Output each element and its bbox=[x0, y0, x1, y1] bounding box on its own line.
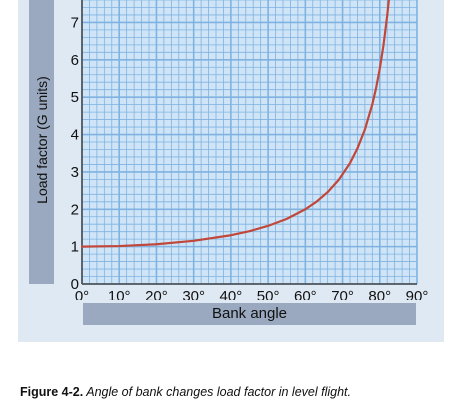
x-tick-label: 80° bbox=[368, 288, 391, 300]
y-tick-label: 2 bbox=[71, 201, 79, 218]
x-tick-label: 40° bbox=[220, 288, 243, 300]
x-tick-label: 20° bbox=[145, 288, 168, 300]
x-tick-label: 90° bbox=[406, 288, 429, 300]
figure-caption: Figure 4-2. Angle of bank changes load f… bbox=[20, 385, 351, 399]
x-axis-label: Bank angle bbox=[211, 305, 288, 322]
y-tick-label: 5 bbox=[71, 89, 79, 106]
y-tick-label: 6 bbox=[71, 52, 79, 69]
series-line-0 bbox=[80, 0, 390, 248]
x-tick-label: 70° bbox=[331, 288, 354, 300]
y-tick-label: 3 bbox=[71, 164, 79, 181]
x-tick-label: 10° bbox=[108, 288, 131, 300]
x-tick-label: 60° bbox=[294, 288, 317, 300]
y-tick-label: 0 bbox=[71, 276, 79, 293]
x-tick-label: 50° bbox=[257, 288, 280, 300]
x-axis-label-bar: Bank angle bbox=[83, 303, 416, 325]
caption-text: Angle of bank changes load factor in lev… bbox=[83, 385, 351, 399]
y-tick-label: 1 bbox=[71, 239, 79, 256]
caption-lead: Figure 4-2. bbox=[20, 385, 84, 399]
y-tick-label: 4 bbox=[71, 127, 79, 144]
y-axis-label-bar bbox=[29, 0, 54, 284]
y-tick-label: 7 bbox=[71, 14, 79, 31]
x-tick-label: 30° bbox=[182, 288, 205, 300]
x-tick-label: 0° bbox=[75, 288, 89, 300]
